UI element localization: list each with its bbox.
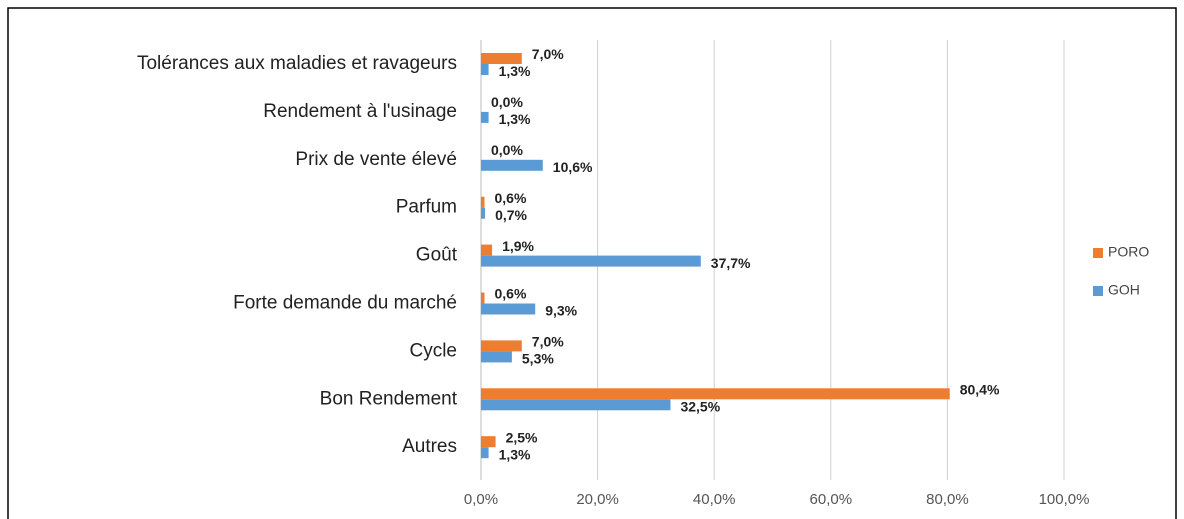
value-label: 1,3% [499,111,531,127]
bar [481,303,536,315]
bar [481,388,950,400]
bar [481,64,489,75]
legend-swatch [1093,286,1103,296]
value-label: 2,5% [506,429,538,445]
category-label: Cycle [409,340,457,361]
bar [481,399,671,411]
bar [481,292,485,304]
category-label: Goût [416,245,458,266]
value-label: 1,9% [502,238,534,254]
value-label: 37,7% [711,255,751,271]
x-tick-label: 60,0% [810,491,853,508]
legend-label: PORO [1108,244,1149,260]
bar [481,340,522,352]
x-tick-label: 80,0% [926,491,969,508]
bar [481,159,543,171]
bar [481,255,701,267]
bar [481,447,489,459]
x-tick-label: 40,0% [693,491,736,508]
value-label: 0,6% [494,286,526,302]
value-label: 0,0% [491,94,523,110]
bar [481,53,522,64]
value-label: 10,6% [553,159,593,175]
value-label: 5,3% [522,351,554,367]
x-tick-label: 0,0% [464,491,498,508]
value-label: 9,3% [545,303,577,319]
category-label: Bon Rendement [320,388,458,409]
category-label: Tolérances aux maladies et ravageurs [137,53,457,74]
bar [481,436,496,448]
category-label: Rendement à l'usinage [263,101,457,122]
bar [481,196,485,208]
value-label: 32,5% [680,399,720,415]
bar [481,244,493,256]
legend-swatch [1093,248,1103,258]
x-tick-label: 100,0% [1039,491,1090,508]
category-label: Parfum [396,197,457,218]
bar [481,351,512,363]
value-label: 0,6% [494,190,526,206]
category-label: Prix de vente élevé [295,149,457,170]
legend-label: GOH [1108,282,1140,298]
value-label: 7,0% [532,46,564,62]
category-label: Autres [402,436,457,457]
value-label: 80,4% [960,382,1000,398]
category-label: Forte demande du marché [233,293,457,314]
value-label: 1,3% [499,446,531,462]
value-label: 1,3% [499,63,531,79]
x-tick-label: 20,0% [576,491,619,508]
value-label: 0,7% [495,207,527,223]
value-label: 0,0% [491,142,523,158]
value-label: 7,0% [532,334,564,350]
bar [481,111,489,123]
bar [481,207,486,219]
